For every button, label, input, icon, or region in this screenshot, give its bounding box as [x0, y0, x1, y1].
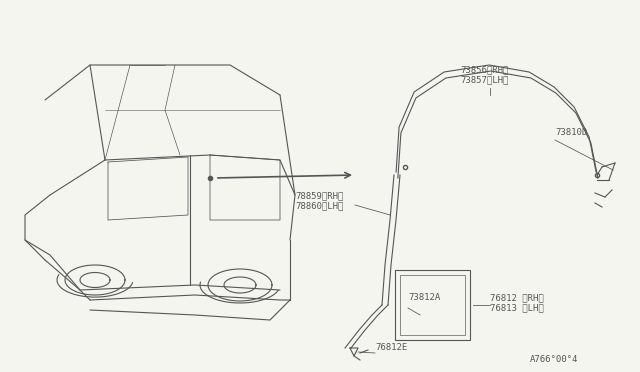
Text: 76812E: 76812E	[375, 343, 407, 352]
Text: 73812A: 73812A	[408, 293, 440, 302]
Text: 76812 〈RH〉: 76812 〈RH〉	[490, 293, 544, 302]
Text: 73856〈RH〉: 73856〈RH〉	[460, 65, 508, 74]
Text: 76813 〈LH〉: 76813 〈LH〉	[490, 303, 544, 312]
Bar	[395, 270, 470, 340]
Bar	[400, 275, 465, 335]
Text: 78860〈LH〉: 78860〈LH〉	[295, 201, 344, 210]
Text: 78859〈RH〉: 78859〈RH〉	[295, 191, 344, 200]
Text: 73857〈LH〉: 73857〈LH〉	[460, 75, 508, 84]
Text: 73810D: 73810D	[555, 128, 588, 137]
Text: A766°00°4: A766°00°4	[530, 355, 579, 364]
